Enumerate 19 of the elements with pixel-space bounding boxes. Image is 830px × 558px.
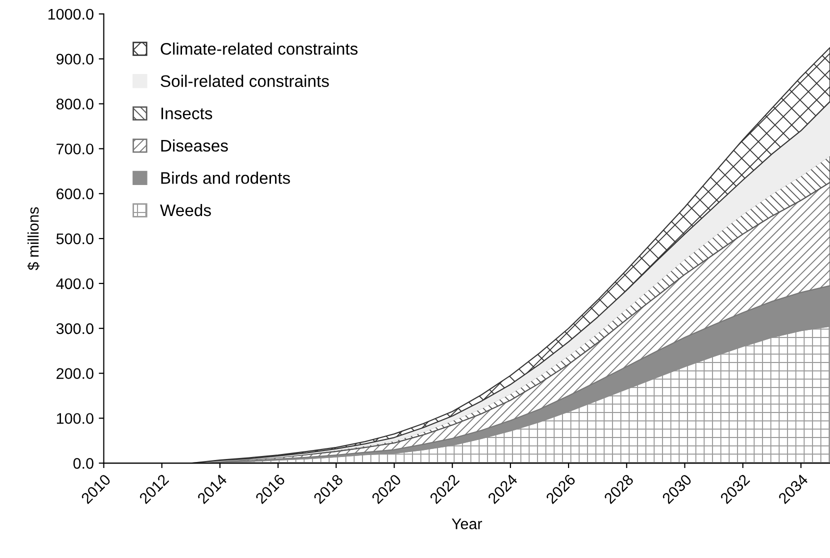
y-tick-label: 400.0 [56,278,94,290]
y-tick-label: 200.0 [56,368,94,379]
y-axis-title: $ millions [27,207,40,270]
y-tick-label: 800.0 [56,98,94,110]
legend-label: Weeds [160,204,211,216]
legend-label: Birds and rodents [161,172,290,184]
y-tick-label: 500.0 [56,233,94,244]
legend-label: Diseases [161,139,228,152]
legend-label: Soil-related constraints [160,74,329,88]
y-tick-label: 700.0 [56,144,94,154]
y-tick-label: 600.0 [56,188,94,200]
y-tick-label: 300.0 [56,323,94,334]
y-tick-label: 0.0 [73,458,94,469]
legend-label: Insects [161,108,212,120]
y-tick-label: 1000.0 [48,8,94,20]
legend-label: Climate-related constraints [160,42,358,55]
x-axis-title: Year [452,518,482,530]
y-tick-label: 900.0 [56,54,94,65]
y-tick-label: 100.0 [56,413,94,424]
